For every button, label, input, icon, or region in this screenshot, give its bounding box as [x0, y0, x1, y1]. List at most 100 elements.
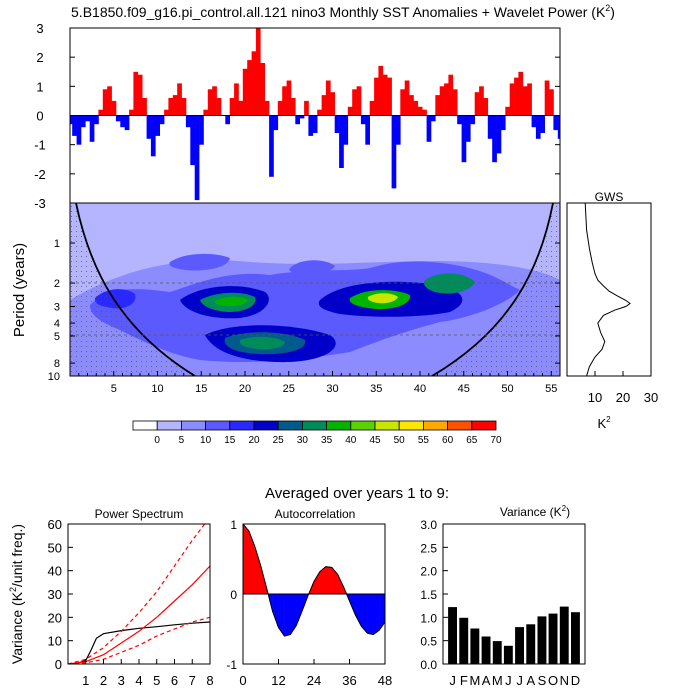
wavelet-ytick-label: 8	[54, 358, 60, 370]
variance-ytick-label: 0.0	[420, 658, 437, 672]
anomaly-bar	[391, 115, 397, 189]
anomaly-bar	[382, 74, 388, 116]
coi-left-line	[75, 203, 196, 376]
wavelet-xtick-label: 35	[370, 383, 382, 395]
anomaly-bar	[317, 109, 322, 116]
variance-month-label: A	[482, 673, 491, 688]
anomaly-bar	[360, 115, 366, 125]
gws-xtick-label: 20	[616, 390, 630, 405]
anomaly-bar	[286, 80, 292, 116]
anomaly-bar	[492, 115, 497, 163]
anomaly-bar	[465, 115, 471, 142]
spectrum-xtick-label: 7	[189, 673, 196, 688]
anomaly-bar	[290, 98, 296, 116]
anomaly-bar	[321, 95, 327, 116]
anomaly-bar	[282, 86, 287, 116]
anomaly-bar	[238, 100, 244, 116]
anomaly-bar	[474, 92, 480, 116]
anomaly-bar	[409, 95, 414, 116]
anomaly-bar	[247, 60, 252, 116]
gws-panel: GWS 10 20 30 K2	[566, 190, 658, 431]
anomaly-bar	[264, 100, 270, 116]
colorbar-label: 25	[273, 435, 285, 446]
averaged-label: Averaged over years 1 to 9:	[265, 485, 449, 502]
colorbar-label: 5	[179, 435, 185, 446]
spectrum-frame	[67, 523, 211, 665]
anomaly-bar	[522, 86, 528, 116]
anomaly-bar	[98, 109, 104, 116]
anomaly-bar	[203, 109, 209, 116]
anomaly-bar	[343, 115, 349, 145]
variance-bar	[548, 613, 558, 664]
anomaly-bar	[514, 77, 519, 116]
autocorr-fill	[367, 593, 374, 635]
spectrum-xtick-label: 6	[171, 673, 178, 688]
colorbar-cell	[398, 420, 424, 431]
spectrum-xtick-label: 2	[100, 673, 107, 688]
anomaly-bar	[531, 115, 537, 128]
anomaly-bar	[185, 115, 191, 128]
wavelet-blob-j	[239, 336, 285, 350]
anomaly-bar	[417, 106, 423, 116]
variance-ytick-label: 2.5	[420, 541, 437, 555]
wavelet-xtick-label: 25	[283, 383, 295, 395]
colorbar-label: 20	[248, 435, 260, 446]
anomaly-bar	[470, 115, 475, 125]
colorbar-cell	[253, 420, 279, 431]
colorbar-cell	[229, 420, 255, 431]
wavelet-xtick-label: 15	[195, 383, 207, 395]
anomaly-panel: 3 2 1 0 -1 -2 -3	[34, 21, 561, 211]
anomaly-bar	[115, 115, 121, 122]
anomaly-bar	[164, 109, 169, 116]
spectrum-xtick-label: 5	[153, 673, 160, 688]
anomaly-bar	[234, 83, 239, 116]
anomaly-bar	[400, 89, 405, 116]
anomaly-bar	[85, 115, 90, 122]
anomaly-ytick-label: 2	[36, 50, 43, 65]
spectrum-ytick-label: 40	[48, 564, 62, 579]
colorbar-label: 50	[394, 435, 406, 446]
anomaly-bar	[544, 80, 550, 116]
anomaly-bar	[242, 68, 248, 116]
colorbar-cell	[301, 420, 327, 431]
autocorr-xtick-label: 48	[378, 673, 392, 688]
spectrum-xtick-label: 1	[82, 673, 89, 688]
anomaly-bar	[430, 115, 436, 122]
spectrum-title: Power Spectrum	[95, 507, 184, 521]
colorbar-cell	[277, 420, 303, 431]
colorbar-cell	[205, 420, 231, 431]
anomaly-bar	[207, 89, 213, 116]
autocorr-fill	[284, 593, 291, 637]
anomaly-bar	[325, 80, 331, 116]
anomaly-bar	[159, 115, 165, 125]
anomaly-bar	[444, 83, 449, 116]
spectrum-ytick-label: 0	[55, 657, 62, 672]
anomaly-bar	[500, 115, 506, 131]
anomaly-bar	[120, 115, 125, 128]
anomaly-bar	[102, 89, 108, 116]
anomaly-bar	[461, 115, 467, 163]
colorbar-label: 45	[369, 435, 381, 446]
variance-ytick-label: 2.0	[420, 565, 437, 579]
anomaly-bar	[277, 100, 283, 116]
anomaly-bar	[142, 98, 147, 116]
anomaly-ytick-label: -3	[34, 196, 46, 211]
anomaly-bar	[518, 71, 524, 116]
wavelet-xtick-label: 55	[545, 383, 557, 395]
colorbar-label: 35	[321, 435, 333, 446]
colorbar-label: 70	[490, 435, 502, 446]
anomaly-bar	[150, 115, 156, 157]
variance-month-label: J	[505, 673, 512, 688]
wavelet-contours	[70, 253, 560, 376]
variance-bar	[526, 624, 536, 664]
anomaly-bar	[404, 80, 410, 116]
anomaly-bar	[312, 115, 318, 133]
variance-month-label: J	[449, 673, 456, 688]
wavelet-ytick-label: 4	[54, 318, 60, 330]
anomaly-bar	[496, 115, 502, 154]
anomaly-bar	[107, 86, 112, 116]
variance-month-label: A	[526, 673, 535, 688]
anomaly-ytick-label: -2	[34, 167, 46, 182]
